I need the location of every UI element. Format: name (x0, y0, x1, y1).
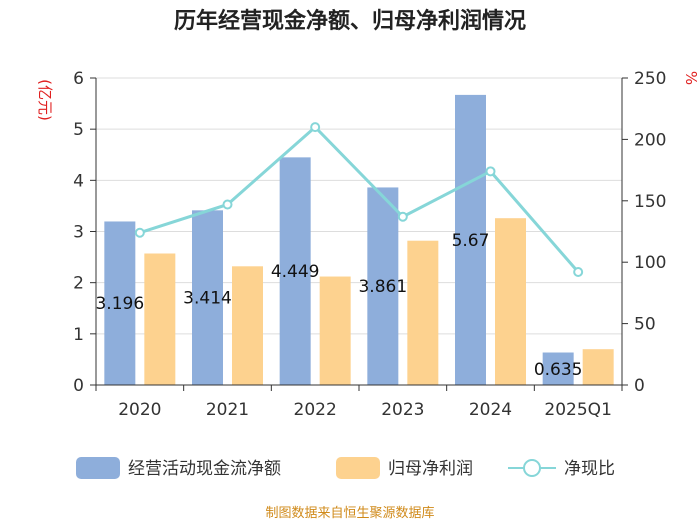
x-tick-label: 2020 (118, 400, 161, 420)
right-tick-label: 50 (634, 315, 656, 335)
right-tick-label: 200 (634, 130, 666, 150)
data-labels: 3.196 3.414 4.449 3.861 5.67 0.635 (95, 231, 582, 380)
cashflow-bar (104, 221, 136, 385)
ratio-line (134, 122, 584, 278)
cashflow-data-label: 4.449 (271, 262, 320, 282)
net-profit-bar (407, 240, 439, 385)
legend-label-profit: 归母净利润 (388, 459, 473, 479)
cashflow-bar (279, 157, 311, 385)
legend-label-ratio: 净现比 (564, 459, 615, 479)
left-tick-label: 4 (73, 171, 84, 191)
ratio-point (222, 199, 233, 210)
ratio-point (310, 122, 321, 133)
x-tick-label: 2021 (206, 400, 249, 420)
bars (104, 94, 614, 385)
right-axis-label: % (682, 71, 700, 85)
cashflow-bar (367, 187, 399, 385)
left-tick-label: 5 (73, 120, 84, 140)
chart-title: 历年经营现金净额、归母净利润情况 (174, 8, 526, 34)
net-profit-bar (495, 218, 526, 385)
legend-swatch-ratio-marker (523, 459, 541, 477)
ratio-point (397, 211, 408, 222)
source-note: 制图数据来自恒生聚源数据库 (265, 505, 434, 521)
left-tick-label: 1 (73, 325, 84, 345)
cashflow-data-label: 5.67 (452, 231, 490, 251)
cashflow-data-label: 3.414 (183, 289, 232, 309)
grid-lines (96, 77, 622, 335)
legend-swatch-cashflow (76, 457, 120, 479)
left-axis-label: (亿元) (36, 79, 54, 121)
ratio-point (134, 227, 145, 238)
net-profit-bar (582, 349, 614, 385)
cashflow-bar (455, 94, 486, 385)
left-tick-label: 2 (73, 274, 84, 294)
ratio-polyline (139, 125, 580, 274)
cashflow-data-label: 3.196 (95, 294, 144, 314)
left-tick-label: 6 (73, 69, 84, 89)
legend-label-cashflow: 经营活动现金流净额 (128, 459, 281, 479)
x-tick-label: 2023 (381, 400, 424, 420)
cashflow-bar (542, 352, 574, 385)
legend: 经营活动现金流净额 归母净利润 净现比 (76, 457, 615, 479)
ratio-point (485, 166, 496, 177)
x-tick-label: 2024 (469, 400, 512, 420)
left-tick-label: 0 (73, 376, 84, 396)
net-profit-bar (319, 276, 351, 385)
cashflow-bar (192, 210, 223, 385)
net-profit-bar (144, 253, 176, 385)
right-tick-label: 250 (634, 69, 666, 89)
cashflow-data-label: 0.635 (534, 360, 583, 380)
right-tick-label: 0 (634, 376, 645, 396)
legend-swatch-profit (336, 457, 380, 479)
left-tick-label: 3 (73, 223, 84, 243)
ratio-point (573, 267, 584, 278)
net-profit-bar (232, 266, 263, 385)
axes: 0 1 2 3 4 5 6 0 50 100 150 200 250 2020 2021 2022 2023 20… (73, 69, 666, 420)
x-tick-label: 2022 (294, 400, 337, 420)
right-tick-label: 100 (634, 253, 666, 273)
cashflow-data-label: 3.861 (358, 277, 407, 297)
x-tick-label: 2025Q1 (544, 400, 611, 420)
right-tick-label: 150 (634, 192, 666, 212)
